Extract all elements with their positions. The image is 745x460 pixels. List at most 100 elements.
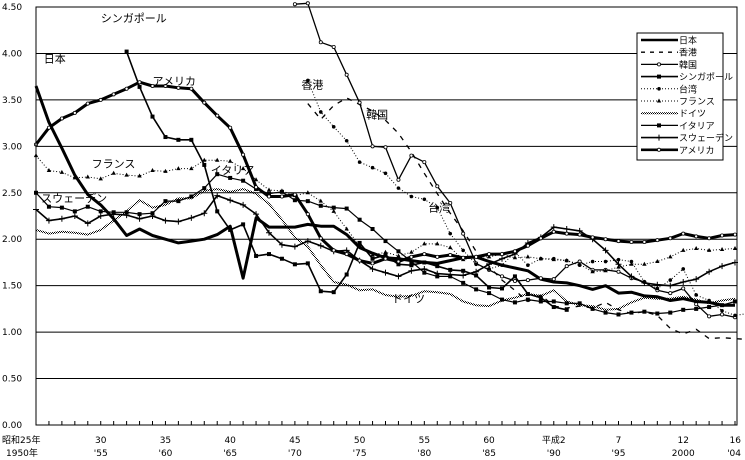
legend-label: 韓国 xyxy=(679,60,697,71)
x-tick-label-top: 30 xyxy=(95,436,107,446)
data-point xyxy=(474,262,478,267)
data-point xyxy=(189,194,194,199)
legend-item: フランス xyxy=(641,97,715,108)
data-point xyxy=(396,253,401,258)
data-point xyxy=(59,205,64,210)
data-point xyxy=(305,190,311,195)
data-point xyxy=(551,229,556,234)
data-point xyxy=(590,235,595,240)
data-point xyxy=(163,83,168,88)
x-tick-label-top: 40 xyxy=(224,436,236,446)
data-point xyxy=(486,254,492,259)
data-point xyxy=(629,259,634,264)
y-tick-label: 2.50 xyxy=(2,189,22,199)
data-point xyxy=(655,238,660,243)
data-point xyxy=(538,299,543,304)
data-point xyxy=(306,78,310,83)
data-point xyxy=(538,276,543,281)
legend-label: スウェーデン xyxy=(679,132,733,144)
data-point xyxy=(383,253,388,258)
data-point xyxy=(655,311,660,316)
series-lines xyxy=(33,1,745,340)
data-point xyxy=(538,256,544,261)
data-point xyxy=(681,267,686,271)
data-point xyxy=(694,302,699,307)
data-point xyxy=(382,269,389,276)
data-point xyxy=(487,285,492,290)
data-point xyxy=(111,170,116,175)
data-point xyxy=(84,220,91,227)
data-point xyxy=(370,144,375,149)
data-point xyxy=(344,206,349,211)
data-point xyxy=(215,113,220,118)
legend-label: 日本 xyxy=(679,35,697,47)
x-tick-label-bottom: '85 xyxy=(482,449,496,459)
data-point xyxy=(136,215,143,222)
data-point xyxy=(396,262,401,267)
data-point xyxy=(474,273,479,278)
data-point xyxy=(292,192,297,197)
legend-item: 台湾 xyxy=(641,83,697,95)
data-point xyxy=(629,261,634,266)
legend-item: ドイツ xyxy=(641,110,706,120)
data-point xyxy=(331,125,336,129)
data-point xyxy=(383,145,388,150)
data-point xyxy=(97,213,104,219)
data-point xyxy=(422,197,427,202)
data-point xyxy=(124,49,129,54)
data-point xyxy=(72,209,77,214)
data-point xyxy=(448,253,453,258)
data-point xyxy=(85,204,90,209)
data-point xyxy=(305,1,310,6)
data-point xyxy=(188,214,195,221)
data-point xyxy=(98,176,103,181)
data-point xyxy=(616,312,621,317)
data-point xyxy=(202,186,207,191)
data-point xyxy=(474,254,479,259)
data-point xyxy=(370,252,375,257)
data-point xyxy=(71,213,78,219)
y-tick-label: 2.00 xyxy=(2,235,22,245)
x-tick-label-top: 45 xyxy=(289,436,300,446)
data-point xyxy=(395,273,402,280)
data-point xyxy=(707,298,711,303)
data-point xyxy=(563,226,570,233)
data-point xyxy=(720,303,725,308)
data-point xyxy=(383,171,388,176)
data-point xyxy=(110,211,117,218)
data-point xyxy=(733,313,737,318)
data-point xyxy=(448,267,453,272)
data-point xyxy=(253,211,260,218)
data-point xyxy=(370,256,375,261)
data-point xyxy=(98,209,103,214)
series-annotation: 日本 xyxy=(44,52,66,66)
x-tick-label-top: 12 xyxy=(677,436,688,446)
data-point xyxy=(590,306,595,311)
data-point xyxy=(694,293,698,297)
data-point xyxy=(163,199,168,204)
data-point xyxy=(707,305,712,310)
data-point xyxy=(396,259,401,264)
data-point xyxy=(422,260,427,265)
data-point xyxy=(227,158,233,163)
data-point xyxy=(603,259,608,264)
data-point xyxy=(474,287,479,292)
data-point xyxy=(137,84,142,89)
data-point xyxy=(512,255,518,260)
data-point xyxy=(85,101,90,106)
series-annotation: シンガポール xyxy=(101,12,167,25)
data-point xyxy=(421,265,428,272)
data-point xyxy=(253,177,259,182)
data-point xyxy=(383,256,388,261)
series-9 xyxy=(34,80,738,266)
data-point xyxy=(409,254,414,259)
data-point xyxy=(291,243,298,250)
data-point xyxy=(512,300,517,305)
data-point xyxy=(123,212,130,219)
data-point xyxy=(266,194,271,199)
data-point xyxy=(305,212,310,217)
data-point xyxy=(215,209,220,214)
